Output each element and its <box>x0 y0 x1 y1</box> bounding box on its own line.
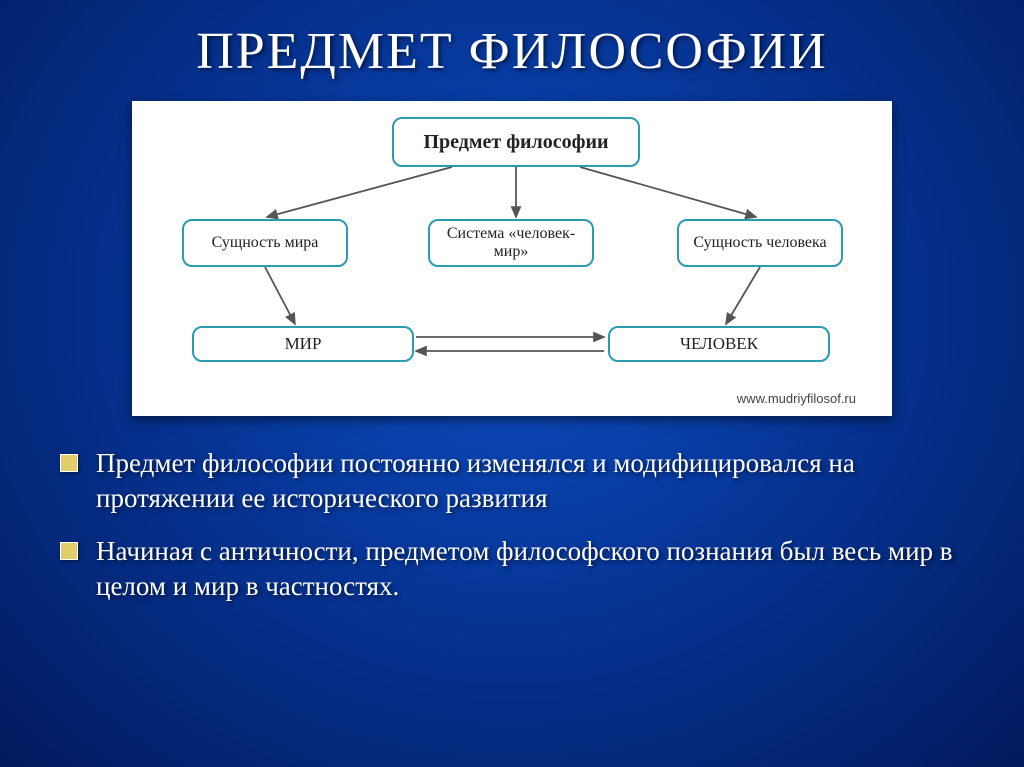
diagram-node-essence-world: Сущность мира <box>182 219 348 267</box>
page-title: ПРЕДМЕТ ФИЛОСОФИИ <box>0 0 1024 81</box>
list-item: Начиная с античности, предметом философс… <box>60 534 974 604</box>
list-item: Предмет философии постоянно изменялся и … <box>60 446 974 516</box>
bullet-square-icon <box>60 542 78 560</box>
diagram-node-world: МИР <box>192 326 414 362</box>
diagram-panel: Предмет философии Сущность мира Система … <box>132 101 892 416</box>
bullet-text: Начиная с античности, предметом философс… <box>96 534 974 604</box>
diagram-node-human: ЧЕЛОВЕК <box>608 326 830 362</box>
diagram-node-essence-human: Сущность человека <box>677 219 843 267</box>
diagram-node-top: Предмет философии <box>392 117 640 167</box>
bullet-text: Предмет философии постоянно изменялся и … <box>96 446 974 516</box>
bullet-list: Предмет философии постоянно изменялся и … <box>60 446 974 604</box>
diagram-watermark: www.mudriyfilosof.ru <box>737 391 856 406</box>
diagram-node-system: Система «человек-мир» <box>428 219 594 267</box>
bullet-square-icon <box>60 454 78 472</box>
